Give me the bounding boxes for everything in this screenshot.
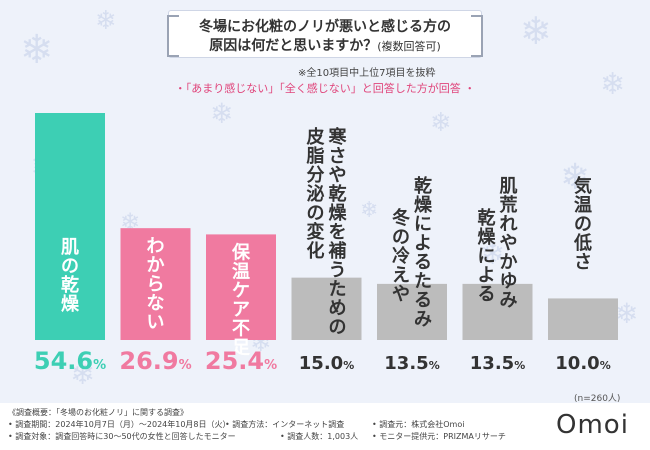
value-label-1: 26.9% (119, 347, 191, 375)
survey-footer: 《調査概要：「冬場のお化粧ノリ」に関する調査》 • 調査期間：2024年10月7… (0, 403, 650, 450)
bar-1 (120, 228, 191, 340)
bar-label-5-1: 乾燥による (478, 207, 497, 305)
value-label-2: 25.4% (205, 347, 277, 375)
title-line-1: 冬場にお化粧のノリが悪いと感じる方の (199, 19, 451, 35)
snowflake-icon: ❄ (520, 9, 552, 53)
value-label-0: 54.6% (34, 347, 106, 375)
snowflake-icon: ❄ (615, 297, 639, 330)
excerpt-note: ※全10項目中上位7項目を抜粋 (298, 68, 436, 79)
subtitle: ・「あまり感じない」「全く感じない」と回答した方が回答 ・ (174, 82, 476, 95)
bar-label-0-0: 肌の乾燥 (61, 237, 80, 315)
survey-count: • 調査人数：1,003人 (280, 432, 359, 441)
snowflake-icon: ❄ (210, 97, 234, 130)
survey-monitor: • モニター提供元：PRIZMAリサーチ (372, 432, 506, 441)
survey-source: • 調査元：株式会社Omoi (372, 420, 465, 429)
snowflake-icon: ❄ (95, 6, 117, 36)
bar-label-5-0: 肌荒れやかゆみ (499, 176, 518, 311)
bar-label-4-1: 冬の冷えや (392, 207, 410, 305)
value-label-3: 15.0% (299, 353, 354, 374)
bar-2 (206, 234, 276, 340)
survey-target: • 調査対象：調査回答時に30〜50代の女性と回答したモニター (8, 432, 236, 441)
bar-label-1-0: わからない (147, 236, 165, 333)
survey-overview-title: 《調査概要：「冬場のお化粧ノリ」に関する調査》 (8, 408, 188, 417)
title-box: 冬場にお化粧のノリが悪いと感じる方の 原因は何だと思いますか？(複数回答可) (167, 10, 483, 58)
bar-label-2-0: 保温ケア不足 (231, 241, 251, 358)
bar-label-3-1: 皮脂分泌の変化 (307, 126, 325, 262)
snowflake-icon: ❄ (600, 67, 626, 102)
value-label-4: 13.5% (384, 353, 439, 374)
value-label-5: 13.5% (470, 353, 525, 374)
omoi-logo: Omoi (556, 410, 629, 440)
title-question: 原因は何だと思いますか？ (209, 38, 378, 54)
bar-5 (462, 283, 533, 340)
title-multi-answer: (複数回答可) (377, 40, 441, 53)
bar-6 (548, 298, 618, 340)
snowflake-icon: ❄ (20, 27, 54, 73)
snowflake-icon: ❄ (360, 198, 379, 223)
survey-method: • 調査方法：インターネット調査 (225, 420, 345, 429)
bar-0 (35, 113, 105, 340)
bar-3 (291, 277, 362, 340)
survey-period: • 調査期間：2024年10月7日（月）〜2024年10月8日（火） (8, 420, 231, 429)
sample-size-note: (n=260人) (574, 394, 621, 404)
bar-4 (377, 283, 447, 340)
snowflake-icon: ❄ (480, 237, 506, 272)
bar-label-4-0: 乾燥によるたるみ (414, 175, 433, 330)
value-label-6: 10.0% (555, 353, 610, 374)
snowflake-icon: ❄ (120, 208, 141, 236)
bar-label-6-0: 気温の低さ (573, 175, 592, 273)
bar-label-3-0: 寒さや乾燥を補うための (328, 126, 348, 338)
title-line-2: 原因は何だと思いますか？(複数回答可) (169, 35, 481, 55)
snowflake-icon: ❄ (430, 108, 452, 138)
snowflake-icon: ❄ (560, 157, 591, 198)
snowflake-icon: ❄ (70, 357, 96, 392)
